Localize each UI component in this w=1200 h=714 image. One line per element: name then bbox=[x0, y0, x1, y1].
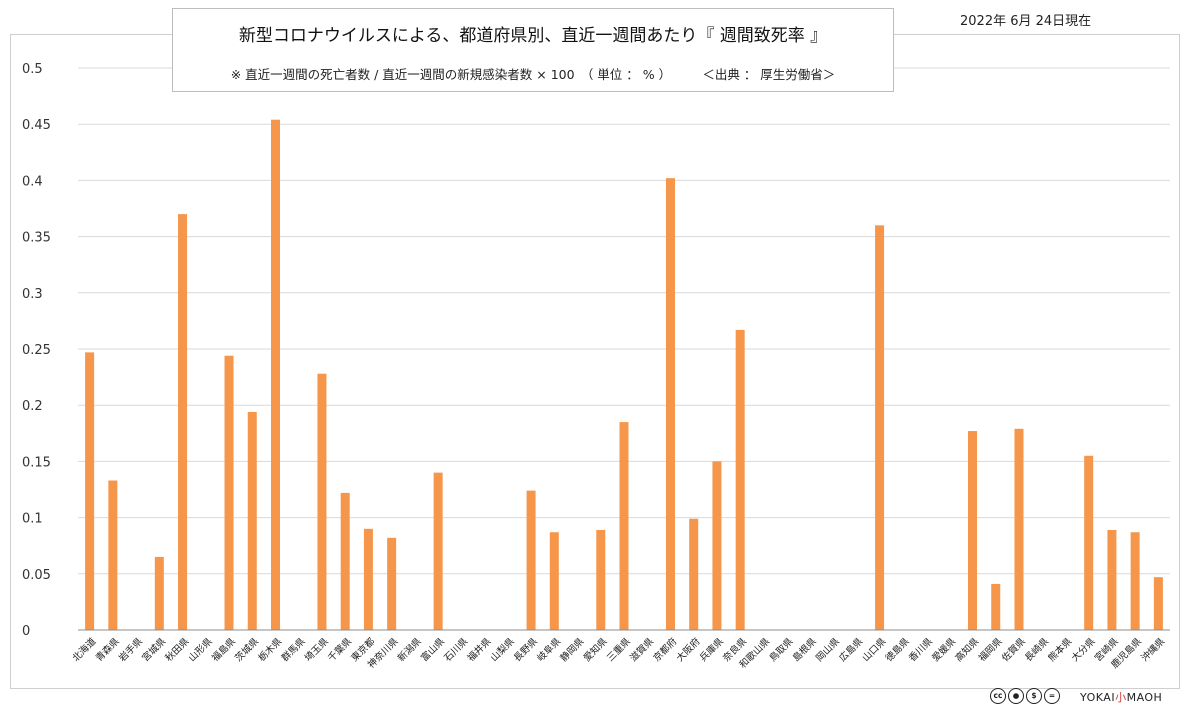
y-tick-label: 0.2 bbox=[22, 399, 43, 414]
chart-title: 新型コロナウイルスによる、都道府県別、直近一週間あたり『 週間致死率 』 bbox=[238, 26, 828, 46]
bar bbox=[224, 355, 234, 630]
bar bbox=[991, 583, 1001, 630]
bar bbox=[665, 178, 675, 630]
y-tick-label: 0.25 bbox=[22, 343, 51, 358]
bar bbox=[1084, 455, 1094, 630]
cc-license-badge: cc ● $ = bbox=[990, 686, 1120, 706]
bar bbox=[549, 532, 559, 630]
bar bbox=[968, 431, 978, 630]
title-box: 新型コロナウイルスによる、都道府県別、直近一週間あたり『 週間致死率 』 ※ 直… bbox=[172, 8, 894, 92]
nc-icon: $ bbox=[1026, 688, 1042, 704]
bars bbox=[85, 119, 1163, 631]
gridlines bbox=[78, 67, 1170, 575]
y-tick-label: 0.4 bbox=[22, 174, 43, 189]
bar bbox=[154, 556, 164, 630]
brand-mid: 小 bbox=[1115, 691, 1127, 704]
chart-frame bbox=[10, 34, 1180, 689]
bar bbox=[1107, 529, 1117, 630]
bar bbox=[526, 490, 536, 630]
bar bbox=[1153, 577, 1163, 630]
y-tick-label: 0.05 bbox=[22, 568, 51, 583]
bar bbox=[735, 329, 745, 630]
bar bbox=[363, 528, 373, 630]
chart-subtitle: ※ 直近一週間の死亡者数 / 直近一週間の新規感染者数 × 100 （ 単位 ：… bbox=[230, 67, 836, 82]
brand-logo: YOKAI小MAOH bbox=[1080, 689, 1162, 705]
bar bbox=[1014, 428, 1024, 630]
bar bbox=[178, 214, 188, 630]
y-tick-label: 0.35 bbox=[22, 231, 51, 246]
y-tick-label: 0.1 bbox=[22, 512, 43, 527]
by-icon: ● bbox=[1008, 688, 1024, 704]
bar bbox=[619, 422, 629, 630]
y-tick-label: 0.3 bbox=[22, 287, 43, 302]
bar bbox=[247, 411, 257, 630]
y-tick-label: 0.45 bbox=[22, 118, 51, 133]
bar bbox=[1130, 532, 1140, 630]
y-tick-label: 0 bbox=[22, 624, 30, 639]
bar bbox=[387, 537, 397, 630]
bar bbox=[689, 518, 699, 630]
y-axis-tick-labels: 0 0.05 0.1 0.15 0.2 0.25 0.3 0.35 0.4 0.45 0.5 bbox=[22, 62, 51, 639]
bar bbox=[712, 461, 722, 630]
bar bbox=[270, 119, 280, 630]
bar bbox=[340, 492, 350, 630]
cc-icon: cc bbox=[990, 688, 1006, 704]
bar bbox=[85, 352, 95, 630]
as-of-date: 2022年 6月 24日現在 bbox=[960, 14, 1092, 29]
brand-left: YOKAI bbox=[1080, 691, 1116, 704]
bar bbox=[433, 472, 443, 630]
bar bbox=[596, 529, 606, 630]
brand-right: MAOH bbox=[1126, 691, 1163, 704]
bar bbox=[875, 225, 885, 631]
nd-icon: = bbox=[1044, 688, 1060, 704]
y-tick-label: 0.5 bbox=[22, 62, 43, 77]
bar bbox=[108, 480, 118, 630]
bar bbox=[317, 373, 327, 630]
y-tick-label: 0.15 bbox=[22, 455, 51, 470]
